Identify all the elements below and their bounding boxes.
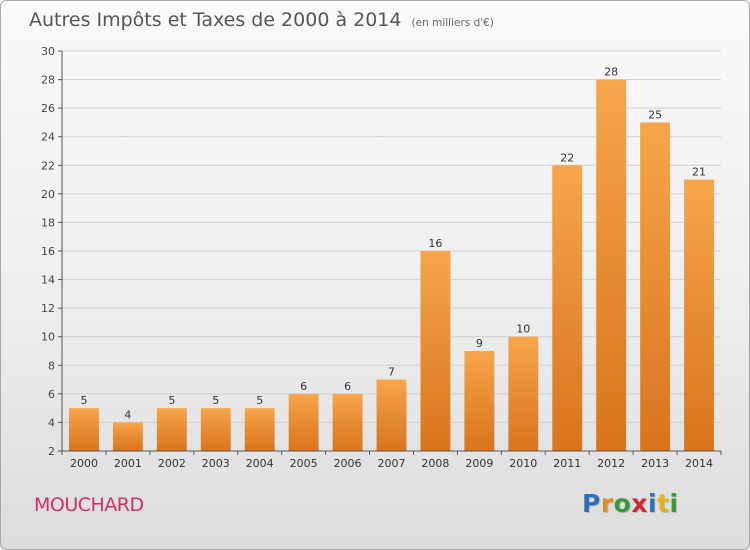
bar (508, 336, 539, 451)
chart-title: Autres Impôts et Taxes de 2000 à 2014 (e… (29, 9, 494, 31)
x-tick-label: 2007 (378, 457, 406, 470)
y-tick-label: 24 (41, 131, 55, 144)
bar (332, 393, 363, 451)
x-tick-label: 2010 (509, 457, 537, 470)
bar (684, 179, 714, 452)
x-tick-label: 2012 (597, 457, 625, 470)
x-tick-label: 2001 (114, 457, 142, 470)
logo-letter: t (657, 489, 670, 518)
x-tick-label: 2008 (421, 457, 449, 470)
logo-letter: r (600, 489, 614, 518)
x-tick-label: 2005 (290, 457, 318, 470)
bar (112, 422, 143, 451)
data-label: 10 (516, 323, 530, 336)
y-tick-label: 12 (41, 302, 55, 315)
y-tick-label: 20 (41, 188, 55, 201)
commune-name: MOUCHARD (34, 494, 144, 516)
x-tick-label: 2014 (685, 457, 713, 470)
data-label: 5 (168, 394, 175, 407)
data-label: 5 (80, 394, 87, 407)
x-tick-label: 2003 (202, 457, 230, 470)
y-tick-label: 6 (48, 388, 55, 401)
data-label: 6 (300, 380, 307, 393)
data-label: 7 (388, 366, 395, 379)
axes (58, 50, 722, 455)
data-label: 22 (560, 151, 574, 164)
data-label: 5 (256, 394, 263, 407)
data-label: 28 (604, 66, 618, 79)
bar (552, 165, 583, 452)
y-tick-label: 10 (41, 331, 55, 344)
bar (288, 393, 319, 451)
bar (640, 122, 671, 451)
x-tick-label: 2002 (158, 457, 186, 470)
logo-letter: i (669, 489, 679, 518)
y-tick-label: 30 (41, 45, 55, 58)
data-label: 21 (692, 166, 706, 179)
bar (69, 408, 99, 451)
bar (464, 351, 495, 451)
y-tick-label: 4 (48, 416, 55, 429)
y-tick-label: 28 (41, 74, 55, 87)
data-label: 6 (344, 380, 351, 393)
y-tick-label: 26 (41, 102, 55, 115)
data-label: 9 (476, 337, 483, 350)
y-tick-label: 14 (41, 274, 55, 287)
bar (200, 408, 231, 451)
bar (156, 408, 187, 451)
y-tick-label: 22 (41, 159, 55, 172)
proxiti-logo: Proxiti (582, 489, 679, 518)
data-label: 25 (648, 108, 662, 121)
y-tick-label: 8 (48, 359, 55, 372)
x-tick-label: 2013 (641, 457, 669, 470)
x-tick-label: 2006 (334, 457, 362, 470)
y-tick-label: 2 (48, 445, 55, 458)
data-label: 16 (428, 237, 442, 250)
data-label: 4 (124, 408, 131, 421)
y-tick-label: 16 (41, 245, 55, 258)
bar (420, 251, 451, 451)
x-tick-label: 2011 (553, 457, 581, 470)
logo-letter: x (631, 489, 648, 518)
y-tick-label: 18 (41, 216, 55, 229)
x-tick-label: 2000 (70, 457, 98, 470)
bar (376, 379, 407, 451)
labels: 2468101214161820222426283020005200142002… (41, 45, 713, 470)
bar (596, 79, 627, 452)
logo-letter: o (613, 489, 632, 518)
chart-subtitle: (en milliers d'€) (411, 17, 494, 29)
bars (69, 79, 714, 452)
logo-letter: i (648, 489, 658, 518)
data-label: 5 (212, 394, 219, 407)
logo-letter: P (582, 489, 601, 518)
x-tick-label: 2009 (465, 457, 493, 470)
bar (244, 408, 275, 451)
chart-title-text: Autres Impôts et Taxes de 2000 à 2014 (29, 9, 402, 31)
x-tick-label: 2004 (246, 457, 274, 470)
